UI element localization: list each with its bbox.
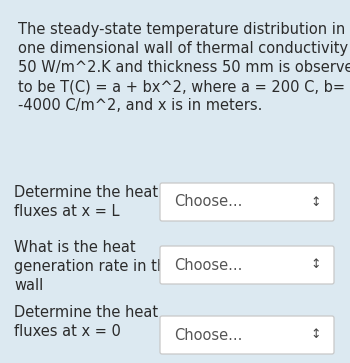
Text: wall: wall [14,278,43,293]
Text: Determine the heat: Determine the heat [14,305,158,320]
Text: Choose...: Choose... [174,327,242,343]
Text: -4000 C/m^2, and x is in meters.: -4000 C/m^2, and x is in meters. [18,98,262,113]
Text: The steady-state temperature distribution in a: The steady-state temperature distributio… [18,22,350,37]
Text: to be T(C) = a + bx^2, where a = 200 C, b=: to be T(C) = a + bx^2, where a = 200 C, … [18,79,345,94]
Text: ↕: ↕ [311,329,321,342]
Text: fluxes at x = 0: fluxes at x = 0 [14,324,121,339]
Text: one dimensional wall of thermal conductivity: one dimensional wall of thermal conducti… [18,41,348,56]
Text: ↕: ↕ [311,258,321,272]
Text: fluxes at x = L: fluxes at x = L [14,204,119,219]
Text: Determine the heat: Determine the heat [14,185,158,200]
FancyBboxPatch shape [160,246,334,284]
Text: Choose...: Choose... [174,195,242,209]
Text: Choose...: Choose... [174,257,242,273]
Text: generation rate in the: generation rate in the [14,259,175,274]
Text: ↕: ↕ [311,196,321,208]
FancyBboxPatch shape [160,316,334,354]
FancyBboxPatch shape [160,183,334,221]
Text: What is the heat: What is the heat [14,240,136,255]
Text: 50 W/m^2.K and thickness 50 mm is observed: 50 W/m^2.K and thickness 50 mm is observ… [18,60,350,75]
